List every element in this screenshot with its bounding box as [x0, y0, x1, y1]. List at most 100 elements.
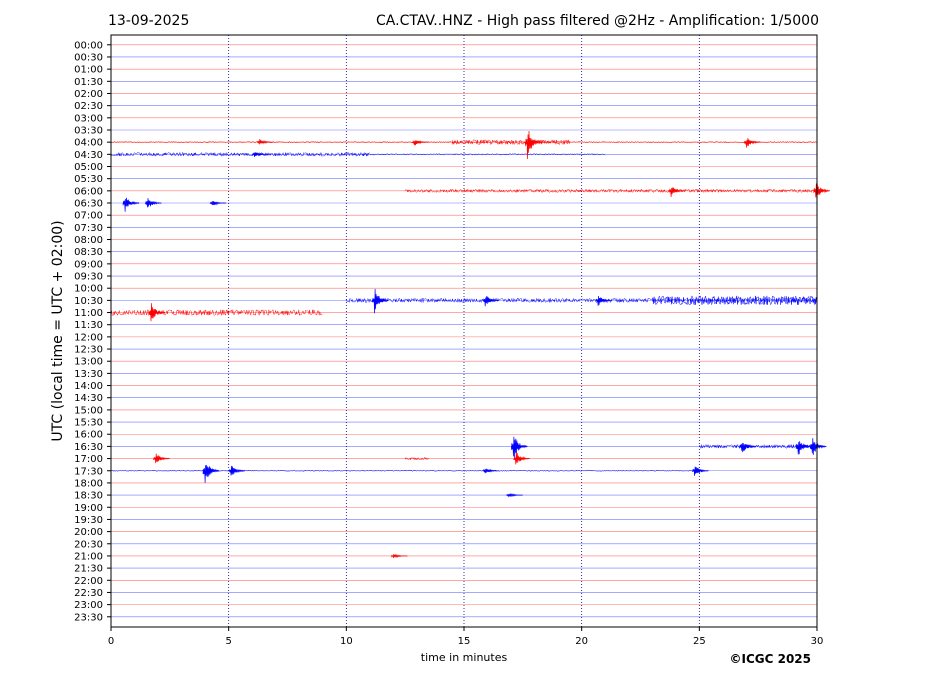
event-spike-0400-2	[412, 139, 429, 146]
y-tick-label-1530: 15:30	[74, 418, 103, 429]
event-spike-0630-8	[145, 198, 162, 208]
y-tick-label-1000: 10:00	[74, 284, 103, 295]
y-tick-label-0630: 06:30	[74, 199, 103, 210]
y-tick-label-0200: 02:00	[74, 89, 103, 100]
y-tick-label-2200: 22:00	[74, 576, 103, 587]
event-spike-0400-1	[256, 139, 274, 145]
x-tick-label-20: 20	[575, 636, 588, 647]
y-tick-label-0900: 09:00	[74, 259, 103, 270]
noise-trace-1030-6	[652, 294, 817, 306]
noise-trace-0600-4	[404, 188, 818, 194]
trace-layer	[110, 44, 831, 618]
x-tick-label-5: 5	[225, 636, 231, 647]
y-tick-label-1300: 13:00	[74, 357, 103, 368]
x-tick-label-25: 25	[693, 636, 706, 647]
y-tick-label-0430: 04:30	[74, 150, 103, 161]
y-tick-label-1930: 19:30	[74, 515, 103, 526]
event-spike-1700-19	[153, 453, 170, 464]
noise-trace-1030-5	[346, 297, 817, 304]
event-spike-0630-9	[209, 200, 227, 206]
y-tick-label-1500: 15:00	[74, 405, 103, 416]
event-spike-1030-11	[482, 296, 500, 307]
y-tick-label-1730: 17:30	[74, 466, 103, 477]
event-spike-2100-25	[391, 553, 408, 559]
event-spike-0400-3	[744, 138, 761, 148]
chart-date-title: 13-09-2025	[108, 13, 189, 29]
event-spike-0430-4	[252, 151, 269, 157]
y-tick-label-0700: 07:00	[74, 211, 103, 222]
x-tick-label-10: 10	[340, 636, 353, 647]
noise-trace-0400-0	[110, 140, 817, 144]
y-tick-label-0530: 05:30	[74, 174, 103, 185]
x-tick-label-30: 30	[811, 636, 824, 647]
y-tick-label-2000: 20:00	[74, 527, 103, 538]
y-tick-label-0500: 05:00	[74, 162, 103, 173]
y-tick-label-2230: 22:30	[74, 588, 103, 599]
noise-trace-1700-9	[404, 456, 429, 461]
event-spike-0600-5	[668, 187, 686, 198]
y-axis-label: UTC (local time = UTC + 02:00)	[50, 220, 66, 441]
y-tick-label-1100: 11:00	[74, 308, 103, 319]
y-tick-label-0130: 01:30	[74, 77, 103, 88]
event-spike-1730-20	[202, 464, 220, 483]
y-tick-label-0800: 08:00	[74, 235, 103, 246]
y-tick-label-1900: 19:00	[74, 503, 103, 514]
y-tick-label-0830: 08:30	[74, 247, 103, 258]
event-spike-0630-7	[122, 197, 140, 212]
x-tick-label-0: 0	[108, 636, 114, 647]
y-tick-label-1130: 11:30	[74, 320, 103, 331]
y-tick-label-0000: 00:00	[74, 40, 103, 51]
x-axis-label: time in minutes	[421, 651, 508, 664]
y-tick-label-1700: 17:00	[74, 454, 103, 465]
y-tick-label-0600: 06:00	[74, 186, 103, 197]
event-spike-1730-23	[482, 468, 500, 474]
event-spike-1100-13	[148, 303, 166, 322]
y-tick-label-1200: 12:00	[74, 332, 103, 343]
event-spike-1700-18	[513, 452, 530, 465]
x-tick-label-15: 15	[458, 636, 471, 647]
noise-trace-1100-7	[110, 308, 323, 317]
noise-trace-1730-10	[110, 469, 700, 472]
event-spike-1730-22	[692, 466, 709, 476]
y-tick-label-0230: 02:30	[74, 101, 103, 112]
y-tick-label-1830: 18:30	[74, 491, 103, 502]
y-tick-label-0300: 03:00	[74, 113, 103, 124]
y-tick-label-2300: 23:00	[74, 600, 103, 611]
event-spike-1630-14	[511, 436, 528, 458]
y-tick-label-1400: 14:00	[74, 381, 103, 392]
event-spike-1630-15	[739, 442, 756, 453]
y-tick-label-1330: 13:30	[74, 369, 103, 380]
noise-trace-0400-1	[451, 139, 571, 146]
y-tick-label-2100: 21:00	[74, 551, 103, 562]
noise-trace-0430-2	[110, 151, 370, 157]
y-tick-label-1430: 14:30	[74, 393, 103, 404]
event-spike-0600-6	[813, 183, 831, 199]
y-tick-label-0100: 01:00	[74, 65, 103, 76]
event-spike-1730-21	[228, 465, 246, 476]
y-tick-label-2030: 20:30	[74, 539, 103, 550]
plot-frame	[110, 34, 818, 628]
grid-layer	[228, 35, 700, 627]
event-spike-1030-10	[372, 288, 389, 314]
y-tick-label-1630: 16:30	[74, 442, 103, 453]
y-tick-label-1030: 10:30	[74, 296, 103, 307]
x-tick-labels: 0 5 10 15 20 25 30	[108, 627, 824, 647]
y-tick-label-1800: 18:00	[74, 478, 103, 489]
event-spike-1630-16	[795, 441, 813, 455]
chart-station-title: CA.CTAV..HNZ - High pass filtered @2Hz -…	[376, 13, 819, 29]
noise-trace-0430-3	[369, 153, 606, 156]
y-tick-label-1600: 16:00	[74, 430, 103, 441]
y-tick-label-0030: 00:30	[74, 52, 103, 63]
event-spike-0400-0	[525, 130, 542, 160]
y-tick-label-0330: 03:30	[74, 125, 103, 136]
y-tick-label-0400: 04:00	[74, 138, 103, 149]
y-tick-label-0930: 09:30	[74, 272, 103, 283]
y-tick-label-0730: 07:30	[74, 223, 103, 234]
copyright-label: ©ICGC 2025	[729, 652, 811, 666]
event-spike-1630-17	[809, 438, 827, 455]
event-spike-1830-24	[506, 492, 523, 498]
event-spike-1030-12	[595, 295, 613, 306]
